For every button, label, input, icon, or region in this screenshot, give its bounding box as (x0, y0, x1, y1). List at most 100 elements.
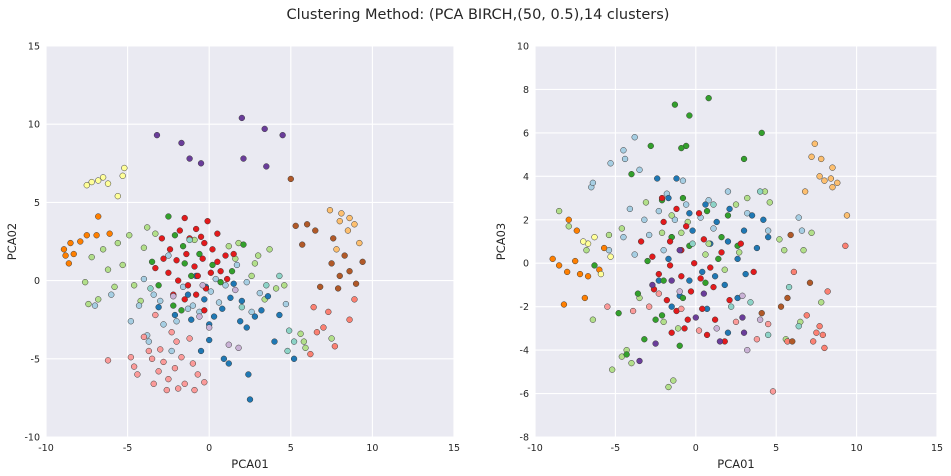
data-point (251, 313, 259, 320)
data-point (637, 238, 645, 245)
data-point (62, 252, 69, 259)
data-point (665, 383, 672, 391)
y-tick-label: 0 (34, 276, 40, 287)
data-point (307, 350, 314, 358)
data-point (670, 377, 677, 384)
data-point (806, 279, 814, 286)
data-point (591, 262, 598, 269)
data-point (114, 192, 121, 200)
data-point (286, 327, 293, 334)
data-point (784, 294, 791, 302)
data-point (188, 272, 195, 280)
x-tick-label: 0 (206, 443, 212, 454)
data-point (615, 310, 622, 317)
y-tick-label: 5 (34, 198, 40, 209)
data-point (623, 351, 630, 358)
data-point (663, 297, 671, 304)
data-point (715, 255, 722, 263)
data-point (266, 246, 273, 253)
data-point (181, 260, 188, 267)
data-point (153, 131, 161, 139)
data-point (609, 366, 616, 373)
data-point (341, 252, 348, 259)
data-point (144, 224, 151, 231)
data-point (699, 268, 706, 276)
data-point (795, 323, 802, 330)
data-point (83, 232, 90, 239)
data-point (346, 316, 353, 323)
data-point (210, 313, 218, 320)
data-point (834, 179, 841, 187)
data-point (181, 214, 188, 222)
y-tick-label: -5 (31, 354, 40, 365)
data-point (765, 331, 772, 339)
data-point (255, 252, 262, 259)
data-point (238, 114, 245, 122)
data-point (158, 235, 166, 242)
data-point (297, 330, 304, 337)
data-point (178, 139, 185, 147)
data-point (186, 236, 193, 244)
data-point (344, 227, 352, 234)
data-point (356, 239, 363, 247)
data-point (246, 396, 254, 403)
y-tick-label: 15 (28, 42, 40, 53)
data-point (263, 282, 270, 289)
data-point (703, 207, 711, 215)
data-point (152, 264, 159, 272)
data-point (618, 225, 625, 232)
data-point (580, 238, 587, 245)
y-axis-label: PCA02 (5, 223, 19, 260)
x-tick-label: 15 (448, 443, 460, 454)
data-point (114, 239, 121, 247)
data-point (196, 313, 203, 320)
data-point (736, 249, 743, 256)
data-point (287, 175, 294, 183)
data-point (256, 289, 263, 297)
data-point (739, 292, 746, 299)
data-point (756, 188, 764, 195)
data-point (676, 247, 683, 254)
data-point (705, 240, 712, 247)
data-point (328, 335, 335, 342)
data-point (765, 320, 772, 328)
data-point (238, 297, 245, 305)
data-point (207, 288, 214, 295)
data-point (724, 212, 732, 219)
data-point (678, 229, 685, 236)
x-tick-label: 5 (288, 443, 294, 454)
data-point (576, 270, 584, 278)
data-point (186, 335, 193, 342)
data-point (740, 155, 748, 163)
data-point (104, 266, 112, 273)
data-point (665, 255, 672, 263)
data-point (171, 311, 179, 319)
data-point (724, 188, 732, 195)
data-point (660, 318, 667, 326)
data-point (230, 250, 237, 258)
data-point (769, 388, 777, 395)
data-point (683, 201, 690, 208)
data-point (600, 244, 608, 252)
data-point (160, 321, 167, 328)
data-point (676, 288, 683, 295)
data-point (192, 225, 200, 233)
data-point (157, 346, 164, 353)
data-point (628, 171, 635, 178)
data-point (152, 311, 159, 319)
data-point (300, 338, 308, 345)
data-point (140, 333, 148, 341)
data-point (194, 272, 201, 280)
data-point (721, 281, 728, 289)
data-point (626, 205, 634, 213)
data-point (165, 269, 172, 276)
data-point (235, 344, 242, 352)
data-point (549, 255, 556, 263)
data-point (679, 194, 687, 202)
data-point (302, 344, 309, 352)
scatter-panel-pca02: -10 -5 0 5 10 15 -10 -5 0 5 10 15 PCA01 PCA02 (5, 42, 460, 472)
data-point (70, 250, 77, 258)
data-point (271, 338, 278, 345)
data-point (705, 197, 712, 204)
data-point (263, 163, 270, 170)
